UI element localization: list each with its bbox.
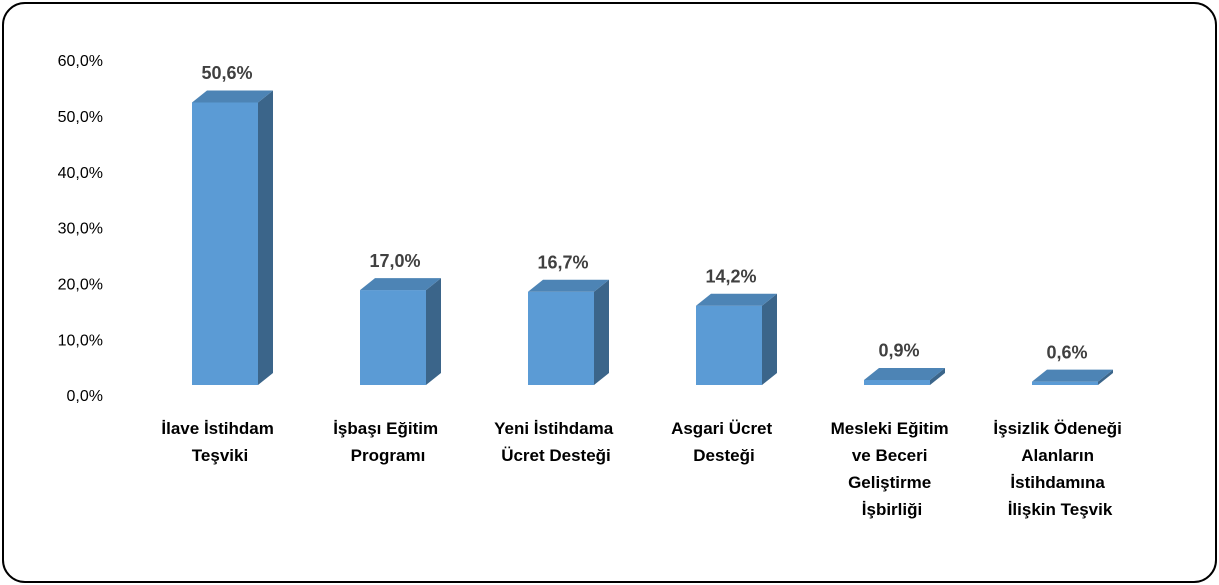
bar-side bbox=[762, 293, 777, 385]
x-tick-label: İlave İstihdam Teşviki bbox=[161, 419, 278, 465]
bar-top bbox=[192, 90, 273, 103]
bar-top bbox=[864, 367, 945, 380]
bar-top bbox=[360, 278, 441, 291]
bar bbox=[192, 102, 258, 385]
data-label: 14,2% bbox=[705, 266, 756, 286]
bar bbox=[864, 379, 930, 385]
bar-top bbox=[696, 293, 777, 306]
bar-side bbox=[426, 278, 441, 385]
data-label: 17,0% bbox=[369, 251, 420, 271]
bar bbox=[1032, 381, 1098, 385]
data-label: 16,7% bbox=[537, 253, 588, 273]
x-tick-label: Yeni İstihdama Ücret Desteği bbox=[494, 419, 618, 465]
bar bbox=[528, 291, 594, 385]
y-tick-label: 30,0% bbox=[58, 221, 103, 238]
x-tick-label: Asgari Ücret Desteği bbox=[671, 419, 777, 465]
data-label: 50,6% bbox=[201, 63, 252, 83]
y-tick-label: 40,0% bbox=[58, 165, 103, 182]
bar bbox=[696, 305, 762, 385]
x-tick-label: Mesleki Eğitim ve Beceri Geliştirme İşbi… bbox=[831, 419, 954, 519]
bar-side bbox=[1098, 369, 1113, 385]
y-tick-label: 60,0% bbox=[58, 53, 103, 70]
bar-top bbox=[528, 279, 609, 292]
bar-side bbox=[594, 279, 609, 385]
bar bbox=[360, 290, 426, 385]
x-tick-label: İşsizlik Ödeneği Alanların İstihdamına İ… bbox=[993, 419, 1126, 519]
data-label: 0,9% bbox=[878, 341, 919, 361]
data-label: 0,6% bbox=[1046, 342, 1087, 362]
bar-side bbox=[258, 90, 273, 385]
y-tick-label: 50,0% bbox=[58, 109, 103, 126]
y-tick-label: 20,0% bbox=[58, 277, 103, 294]
y-tick-label: 0,0% bbox=[67, 388, 103, 405]
bar-side bbox=[930, 367, 945, 385]
y-tick-label: 10,0% bbox=[58, 332, 103, 349]
bar-top bbox=[1032, 369, 1113, 382]
x-tick-label: İşbaşı Eğitim Programı bbox=[333, 419, 443, 465]
